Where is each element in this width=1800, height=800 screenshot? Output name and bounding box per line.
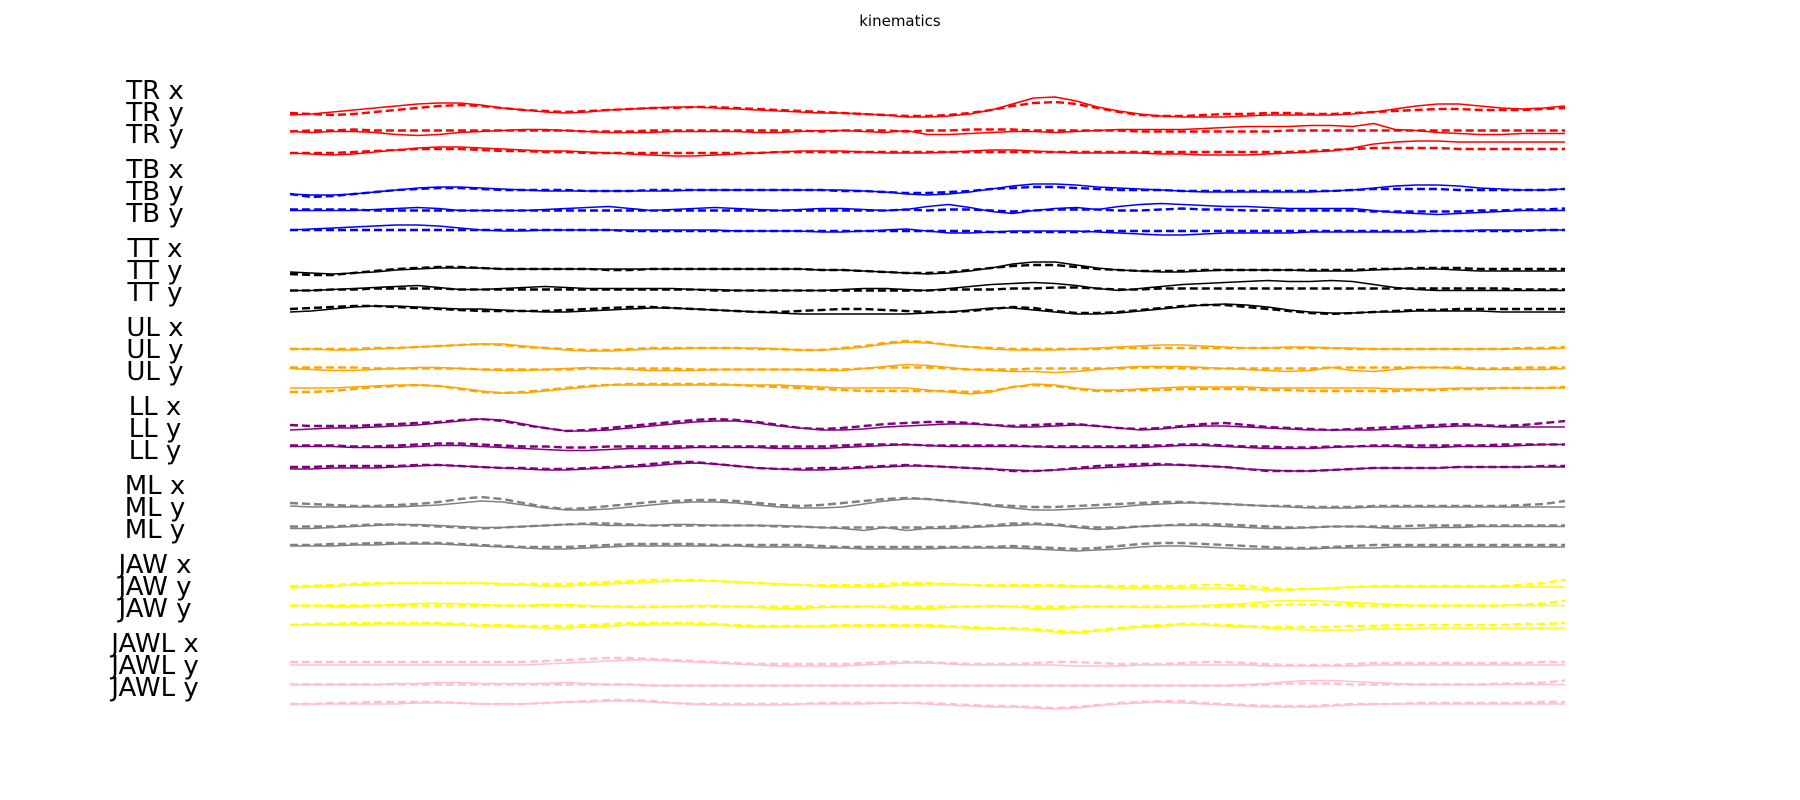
trace-jaw-2-dashed — [289, 621, 1566, 634]
trace-ll-0-solid — [289, 418, 1565, 432]
trace-lines — [289, 96, 1566, 710]
row-labels: TR xTR yTR yTB xTB yTB yTT xTT yTT yUL x… — [109, 76, 198, 703]
trace-tb-2-dashed — [290, 228, 1565, 234]
trace-tr-0-dashed — [289, 100, 1566, 118]
row-label-tr-0: TR x — [125, 76, 184, 106]
trace-tt-1-dashed — [290, 286, 1565, 292]
row-label-tb-0: TB x — [125, 155, 183, 185]
row-label-ul-0: UL x — [126, 313, 183, 343]
trace-tt-0-dashed — [289, 263, 1565, 277]
row-label-jawl-2: JAWL y — [109, 673, 198, 703]
trace-tb-1-dashed — [290, 207, 1566, 213]
row-label-jawl-0: JAWL x — [109, 629, 198, 659]
row-label-jaw-0: JAW x — [117, 550, 192, 580]
row-label-tt-1: TT y — [127, 256, 183, 286]
trace-ml-0-dashed — [289, 495, 1566, 511]
row-label-ml-0: ML x — [125, 471, 186, 501]
trace-tb-0-dashed — [289, 185, 1566, 199]
row-label-ml-1: ML y — [125, 493, 186, 523]
row-label-ll-2: LL y — [129, 436, 182, 466]
trace-ul-2-dashed — [290, 382, 1566, 395]
row-label-ul-2: UL y — [126, 357, 183, 387]
row-label-tt-2: TT y — [127, 278, 183, 308]
row-label-jaw-1: JAW y — [117, 572, 192, 602]
row-label-jawl-1: JAWL y — [109, 651, 198, 681]
trace-tr-2-dashed — [290, 146, 1565, 155]
trace-ml-1-dashed — [290, 522, 1565, 530]
row-label-jaw-2: JAW y — [117, 594, 192, 624]
row-label-tr-2: TR y — [125, 120, 184, 150]
row-label-ll-1: LL y — [129, 414, 182, 444]
trace-ml-0-solid — [289, 498, 1565, 511]
trace-ll-0-dashed — [289, 417, 1566, 433]
trace-ll-1-dashed — [290, 442, 1565, 449]
trace-tb-1-solid — [290, 202, 1565, 216]
row-label-tr-1: TR y — [125, 98, 184, 128]
row-label-tb-1: TB y — [125, 177, 183, 207]
trace-tr-1-solid — [289, 122, 1565, 137]
row-label-ml-2: ML y — [125, 515, 186, 545]
trace-jaw-0-dashed — [290, 578, 1566, 591]
trace-jaw-1-dashed — [290, 599, 1566, 608]
trace-jaw-1-solid — [290, 599, 1565, 610]
trace-ml-2-solid — [290, 543, 1565, 552]
trace-ll-2-dashed — [290, 460, 1565, 473]
row-label-ll-0: LL x — [129, 392, 182, 422]
row-label-ul-1: UL y — [126, 335, 183, 365]
trace-jawl-0-dashed — [290, 656, 1565, 667]
trace-ul-0-dashed — [290, 339, 1566, 352]
trace-tr-1-dashed — [289, 128, 1565, 133]
trace-tr-0-solid — [289, 96, 1566, 118]
trace-tt-2-dashed — [289, 303, 1565, 316]
trace-jawl-2-dashed — [290, 698, 1565, 710]
row-label-tb-2: TB y — [125, 199, 183, 229]
chart-title: kinematics — [859, 12, 941, 30]
trace-ul-1-dashed — [290, 366, 1565, 371]
trace-jawl-1-dashed — [290, 679, 1566, 687]
trace-ml-2-dashed — [290, 541, 1565, 551]
row-label-tt-0: TT x — [127, 234, 183, 264]
trace-ul-1-solid — [289, 363, 1566, 374]
